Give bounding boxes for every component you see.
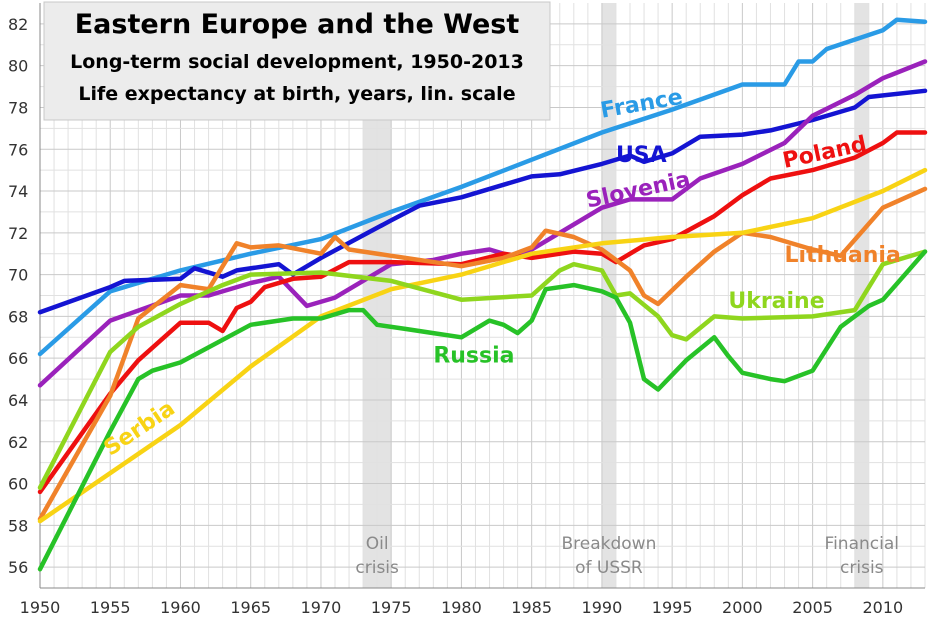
y-tick-60: 60 (8, 475, 28, 494)
crisis-band-labels: Oil crisis Breakdown of USSR Financial crisis (355, 534, 899, 578)
y-tick-76: 76 (8, 140, 28, 159)
y-tick-82: 82 (8, 15, 28, 34)
crisis-band-label-0-0: Oil (366, 534, 389, 554)
x-tick-1955: 1955 (90, 598, 131, 617)
x-tick-2005: 2005 (792, 598, 833, 617)
series-line-lithuania (37, 186, 928, 522)
series-label-slovenia: Slovenia (584, 167, 693, 213)
series-line-serbia (37, 167, 928, 524)
x-tick-1965: 1965 (230, 598, 271, 617)
title-box: Eastern Europe and the West Long-term so… (43, 1, 551, 121)
y-tick-66: 66 (8, 349, 28, 368)
x-tick-1980: 1980 (441, 598, 482, 617)
series-line-russia (37, 249, 928, 572)
y-tick-64: 64 (8, 391, 28, 410)
y-tick-62: 62 (8, 433, 28, 452)
series-label-usa: USA (616, 143, 667, 168)
x-tick-1970: 1970 (301, 598, 342, 617)
series-label-russia: Russia (433, 343, 514, 368)
title-box-bg (43, 1, 551, 121)
x-tick-1975: 1975 (371, 598, 412, 617)
series-label-lithuania: Lithuania (785, 243, 901, 268)
tick-labels: 56 58 60 62 64 66 68 70 72 74 76 78 80 82 1950 1955 1960… (8, 15, 903, 617)
y-tick-68: 68 (8, 307, 28, 326)
x-tick-1960: 1960 (160, 598, 201, 617)
y-tick-56: 56 (8, 558, 28, 577)
chart-title: Eastern Europe and the West (75, 9, 520, 40)
y-tick-70: 70 (8, 266, 28, 285)
y-tick-80: 80 (8, 57, 28, 76)
crisis-band-label-0-1: crisis (355, 558, 399, 578)
x-tick-2000: 2000 (722, 598, 763, 617)
x-tick-1995: 1995 (652, 598, 693, 617)
x-tick-1985: 1985 (511, 598, 552, 617)
series-line-ukraine (37, 249, 928, 490)
series-label-ukraine: Ukraine (728, 289, 824, 314)
x-tick-1950: 1950 (20, 598, 61, 617)
y-tick-78: 78 (8, 98, 28, 117)
y-tick-58: 58 (8, 516, 28, 535)
y-tick-72: 72 (8, 224, 28, 243)
series-line-poland (37, 130, 928, 495)
x-tick-2010: 2010 (862, 598, 903, 617)
series-lines (37, 17, 928, 572)
crisis-band-label-2-0: Financial (825, 534, 899, 554)
crisis-band-label-1-0: Breakdown (561, 534, 656, 554)
chart-subtitle: Long-term social development, 1950-2013 (70, 51, 524, 73)
crisis-band-label-1-1: of USSR (575, 558, 643, 578)
crisis-band-label-2-1: crisis (840, 558, 884, 578)
series-line-france (37, 17, 928, 357)
y-tick-74: 74 (8, 182, 28, 201)
chart-subtitle-2: Life expectancy at birth, years, lin. sc… (78, 83, 515, 105)
series-line-usa (37, 88, 928, 315)
x-tick-1990: 1990 (582, 598, 623, 617)
